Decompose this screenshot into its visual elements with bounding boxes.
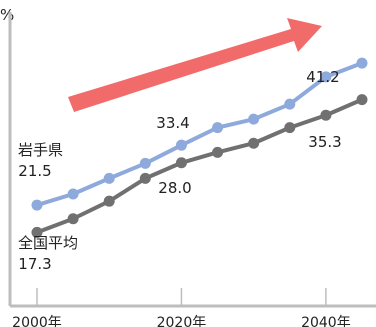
trend-arrow bbox=[68, 18, 322, 112]
data-label: 35.3 bbox=[308, 133, 341, 151]
data-point bbox=[175, 157, 187, 169]
data-point bbox=[212, 146, 224, 158]
series-name-national: 全国平均 bbox=[18, 234, 78, 252]
data-label: 41.2 bbox=[306, 68, 339, 86]
data-label: 28.0 bbox=[158, 179, 191, 197]
data-point bbox=[139, 157, 151, 169]
series-line-1 bbox=[36, 97, 363, 235]
data-point bbox=[248, 113, 260, 125]
y-unit-label: % bbox=[0, 6, 14, 24]
data-point bbox=[139, 172, 151, 184]
data-label: 33.4 bbox=[156, 114, 189, 132]
data-label: 17.3 bbox=[18, 255, 51, 273]
series-name-iwate: 岩手県 bbox=[18, 141, 63, 159]
data-point bbox=[284, 98, 296, 110]
data-point bbox=[356, 94, 368, 106]
data-point bbox=[31, 226, 43, 238]
x-tick-label: 2020年 bbox=[157, 315, 207, 327]
x-tick-label: 2000年 bbox=[12, 315, 62, 327]
data-point bbox=[31, 199, 43, 211]
data-point bbox=[320, 71, 332, 83]
x-tick-label: 2040年 bbox=[301, 315, 351, 327]
data-label: 21.5 bbox=[18, 162, 51, 180]
data-point bbox=[356, 57, 368, 69]
data-point bbox=[103, 172, 115, 184]
data-labels: 21.5 33.4 41.2 17.3 28.0 35.3 bbox=[18, 68, 341, 273]
series-layer bbox=[31, 57, 368, 238]
data-point bbox=[248, 137, 260, 149]
data-point bbox=[67, 188, 79, 200]
data-point bbox=[284, 122, 296, 134]
data-point bbox=[175, 139, 187, 151]
series-line-0 bbox=[36, 61, 363, 207]
x-ticks: 2000年 2020年 2040年 bbox=[12, 288, 351, 327]
data-point bbox=[67, 213, 79, 225]
data-point bbox=[212, 122, 224, 134]
data-point bbox=[103, 195, 115, 207]
data-point bbox=[320, 109, 332, 121]
